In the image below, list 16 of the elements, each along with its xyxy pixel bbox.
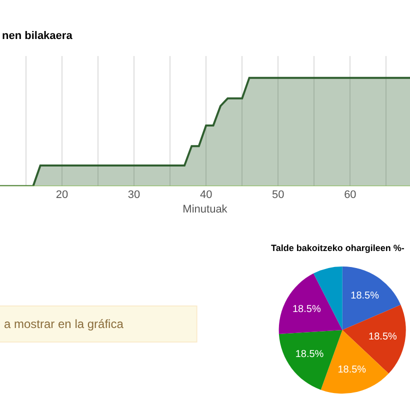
x-tick-label: 30 <box>128 189 140 202</box>
data-label: 18.5% <box>295 349 324 360</box>
data-label: 18.5% <box>350 290 380 302</box>
chart-title: nen bilakaera <box>2 30 74 42</box>
text: a mostrar en la gráfica <box>4 317 124 331</box>
pie-slice <box>342 266 401 330</box>
data-label: 18.5% <box>292 304 321 316</box>
x-tick-label: 50 <box>272 189 284 202</box>
data-label: 18.5% <box>338 364 366 376</box>
x-tick-label: 20 <box>56 189 68 202</box>
x-axis-title: Minutuak <box>182 203 228 216</box>
x-tick-label: 60 <box>344 189 356 202</box>
x-tick-label: 40 <box>200 189 212 202</box>
chart-title: Talde bakoitzeko ohargileen %- <box>271 243 404 253</box>
data-label: 18.5% <box>368 332 397 343</box>
pie-slice <box>278 273 342 334</box>
